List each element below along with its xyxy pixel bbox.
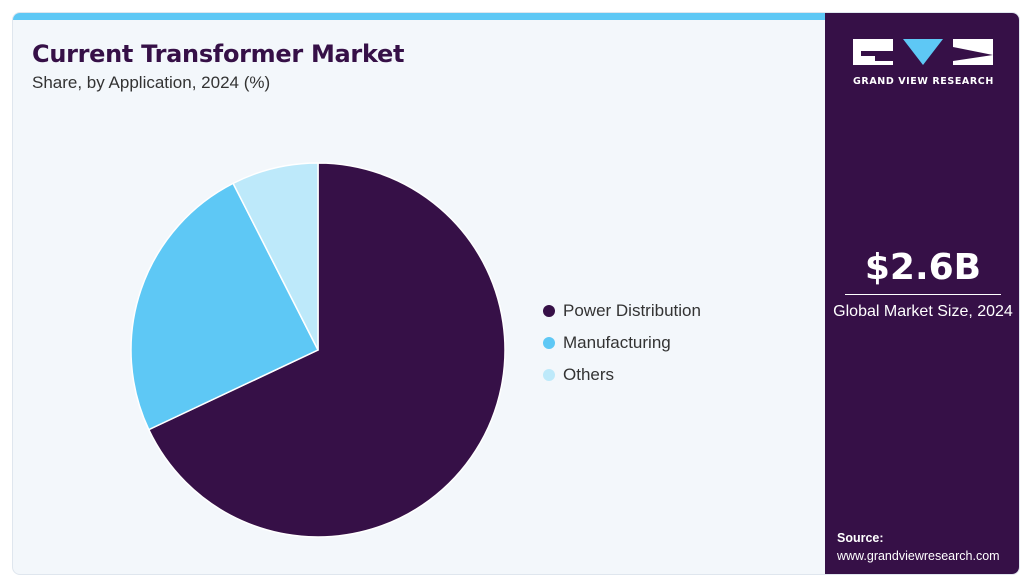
legend-label-power-distribution: Power Distribution — [563, 301, 701, 320]
pie-chart — [130, 162, 506, 538]
legend-swatch-manufacturing — [543, 337, 555, 349]
legend: Power Distribution Manufacturing Others — [543, 295, 701, 391]
brand-name: GRAND VIEW RESEARCH — [853, 76, 994, 87]
chart-card: Current Transformer Market Share, by App… — [12, 12, 1020, 575]
legend-label-others: Others — [563, 365, 615, 384]
pie-slice-others — [232, 162, 319, 351]
pie-slice-manufacturing — [130, 182, 320, 431]
top-accent-bar — [13, 13, 825, 20]
legend-item-manufacturing: Manufacturing — [543, 327, 701, 359]
legend-label-manufacturing: Manufacturing — [563, 333, 671, 352]
market-size-value: $2.6B — [864, 247, 982, 288]
brand-logo: GRAND VIEW RESEARCH — [853, 39, 993, 87]
market-size-divider — [845, 294, 1001, 295]
legend-swatch-others — [543, 369, 555, 381]
legend-swatch-power-distribution — [543, 305, 555, 317]
source-label: Source: — [837, 531, 884, 545]
market-size-label: Global Market Size, 2024 — [833, 303, 1013, 320]
pie-slice-power-distribution — [147, 162, 506, 538]
legend-item-others: Others — [543, 359, 701, 391]
gvr-logo-icon — [853, 39, 993, 65]
chart-subtitle: Share, by Application, 2024 (%) — [32, 73, 271, 92]
source-url[interactable]: www.grandviewresearch.com — [837, 549, 1000, 563]
legend-item-power-distribution: Power Distribution — [543, 295, 701, 327]
chart-title: Current Transformer Market — [32, 40, 405, 68]
info-sidebar: GRAND VIEW RESEARCH $2.6B Global Market … — [825, 13, 1019, 574]
